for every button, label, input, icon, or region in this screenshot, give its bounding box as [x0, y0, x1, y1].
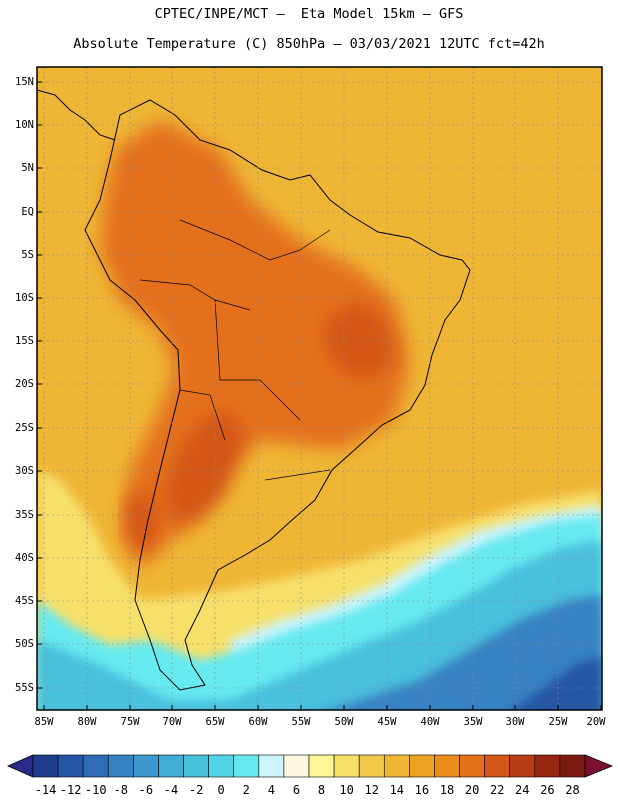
lon-label: 45W	[377, 716, 397, 728]
colorbar-label: -2	[188, 783, 204, 797]
colorbar-label: -14	[34, 783, 57, 797]
colorbar-label: 22	[489, 783, 505, 797]
central-america-coast	[36, 89, 116, 141]
lon-label: 20W	[586, 716, 606, 728]
colorbar-label: 28	[565, 783, 580, 797]
lon-label: 70W	[162, 716, 182, 728]
gridlines	[37, 67, 602, 710]
field-22-24b	[325, 300, 395, 380]
colorbar-bin	[107, 754, 134, 778]
colorbar-label: 20	[464, 783, 480, 797]
colorbar-bin	[82, 754, 109, 778]
colorbar-label: 26	[540, 783, 555, 797]
colorbar-label: 16	[414, 783, 430, 797]
colorbar-bin	[258, 754, 285, 778]
colorbar-over-arrow	[584, 754, 614, 778]
colorbar-bin	[133, 754, 159, 778]
colorbar-bin	[409, 754, 435, 778]
colorbar-label: 18	[439, 783, 455, 797]
lat-label: 30S	[15, 465, 34, 477]
colorbar-bin	[57, 754, 84, 778]
lat-label: 5S	[21, 249, 34, 261]
colorbar-under-arrow	[7, 754, 34, 778]
colorbar-label: 4	[267, 783, 275, 797]
lat-label: 15S	[15, 335, 34, 347]
lat-label: 10S	[15, 292, 34, 304]
lon-label: 30W	[505, 716, 525, 728]
map-title-line1: CPTEC/INPE/MCT — Eta Model 15km — GFS	[154, 6, 464, 22]
map-frame	[36, 66, 603, 711]
colorbar-bin	[484, 754, 511, 778]
colorbar-label: 10	[339, 783, 354, 797]
lon-label: 50W	[334, 716, 354, 728]
lat-label: 15N	[15, 76, 34, 88]
colorbar-label: 0	[217, 783, 225, 797]
colorbar-bin	[158, 754, 184, 778]
lon-label: 65W	[205, 716, 225, 728]
colorbar	[7, 754, 614, 778]
axis-ticks	[37, 81, 602, 710]
colorbar-bin	[32, 754, 59, 778]
lon-label: 55W	[291, 716, 311, 728]
lat-label: 45S	[15, 595, 34, 607]
lon-label: 75W	[120, 716, 140, 728]
colorbar-label: -4	[163, 783, 179, 797]
colorbar-label: 2	[242, 783, 250, 797]
colorbar-bin	[283, 754, 310, 778]
colorbar-label: -6	[138, 783, 154, 797]
colorbar-label: 8	[317, 783, 326, 797]
colorbar-bin	[434, 754, 460, 778]
lat-label: 35S	[15, 509, 34, 521]
colorbar-label: 14	[389, 783, 405, 797]
colorbar-label: -10	[84, 783, 107, 797]
lat-label: EQ	[21, 206, 34, 218]
colorbar-bin	[534, 754, 561, 778]
lat-label: 20S	[15, 378, 34, 390]
lat-label: 50S	[15, 638, 34, 650]
map-title-line2: Absolute Temperature (C) 850hPa — 03/03/…	[73, 36, 545, 52]
field-neg2-neg6	[330, 595, 602, 710]
lon-label: 25W	[548, 716, 568, 728]
colorbar-bin	[383, 754, 410, 778]
colorbar-bin	[183, 754, 209, 778]
colorbar-bin	[559, 754, 586, 778]
colorbar-bin	[233, 754, 260, 778]
lon-label: 60W	[248, 716, 268, 728]
colorbar-label: 12	[364, 783, 379, 797]
lon-label: 40W	[420, 716, 440, 728]
colorbar-bin	[333, 754, 360, 778]
lat-label: 40S	[15, 552, 34, 564]
lon-label: 80W	[77, 716, 97, 728]
field-22-24	[165, 410, 245, 520]
lat-label: 55S	[15, 682, 34, 694]
colorbar-label: 24	[515, 783, 530, 797]
colorbar-bin	[208, 754, 235, 778]
colorbar-label: 6	[292, 783, 301, 797]
country-borders	[139, 219, 331, 481]
colorbar-bin	[459, 754, 485, 778]
field-neg8-neg14	[513, 655, 602, 710]
lon-label: 35W	[463, 716, 483, 728]
lat-label: 25S	[15, 422, 34, 434]
lat-label: 5N	[21, 162, 34, 174]
colorbar-label: -8	[113, 783, 129, 797]
colorbar-label: -12	[59, 783, 82, 797]
colorbar-bin	[509, 754, 536, 778]
colorbar-bin	[308, 754, 335, 778]
lat-label: 10N	[15, 119, 34, 131]
coastline	[84, 99, 471, 691]
lon-label: 85W	[34, 716, 54, 728]
colorbar-bin	[358, 754, 385, 778]
